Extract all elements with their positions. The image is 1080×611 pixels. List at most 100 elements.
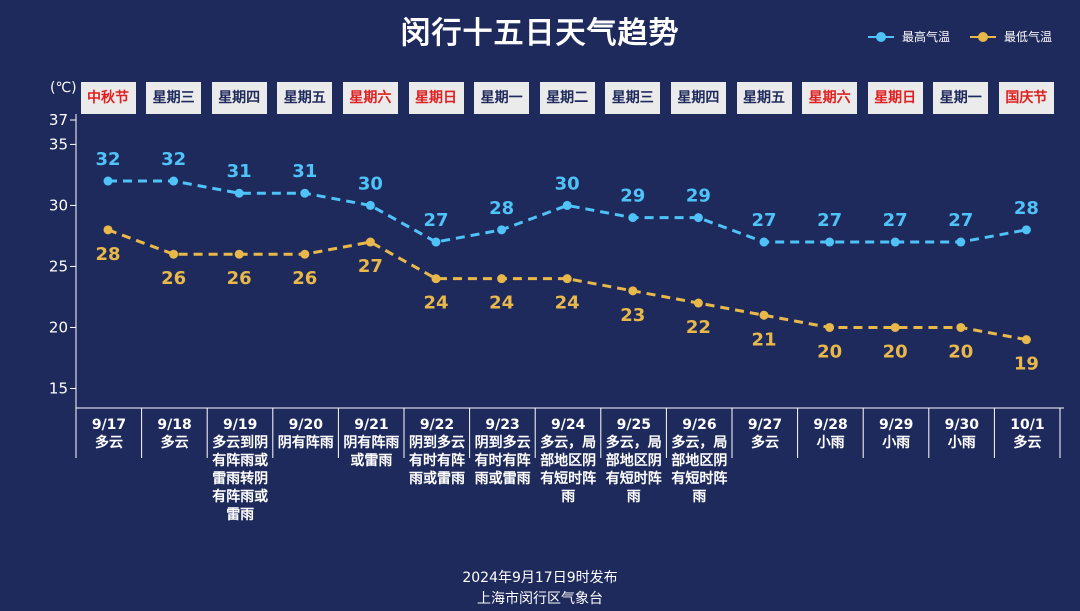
day-label: 星期六 (342, 82, 398, 114)
legend-high: 最高气温 (868, 28, 950, 45)
low-temp-point (103, 225, 113, 235)
low-temp-label: 26 (161, 268, 186, 289)
high-temp-label: 28 (489, 198, 514, 219)
day-label: 星期五 (277, 82, 333, 114)
date-weather-column: 9/26 多云，局部地区阴有短时阵雨 (666, 416, 732, 506)
high-temp-point (628, 213, 638, 223)
date-label: 9/26 (682, 417, 717, 433)
date-label: 9/22 (419, 417, 455, 433)
legend-low: 最低气温 (970, 28, 1052, 45)
high-temp-label: 29 (620, 186, 645, 207)
date-label: 9/24 (551, 417, 586, 433)
weather-label: 阴有阵雨 (277, 435, 334, 451)
y-tick-label: 30 (49, 196, 68, 214)
low-temp-label: 20 (817, 341, 842, 362)
date-label: 9/30 (944, 417, 979, 433)
y-tick-label: 20 (49, 318, 68, 336)
high-temp-point (1021, 225, 1031, 235)
weather-label: 阴到多云有时有阵雨或雷雨 (409, 435, 465, 487)
date-label: 10/1 (1010, 417, 1045, 433)
low-temp-label: 23 (620, 305, 645, 326)
weather-label: 多云 (95, 435, 123, 451)
high-temp-point (956, 237, 966, 247)
date-weather-column: 9/18 多云 (142, 416, 208, 452)
day-label: 星期二 (539, 82, 595, 114)
y-axis-unit: (℃) (50, 80, 77, 96)
date-label: 9/27 (747, 417, 783, 433)
date-weather-column: 9/27 多云 (732, 416, 798, 452)
high-temp-point (103, 176, 113, 186)
weather-label: 阴有阵雨或雷雨 (343, 435, 400, 469)
low-temp-label: 19 (1014, 354, 1039, 375)
low-temp-point (628, 286, 638, 296)
low-temp-label: 20 (883, 341, 908, 362)
legend-high-marker (868, 31, 894, 42)
weather-label: 多云 (751, 435, 779, 451)
low-temp-label: 26 (292, 268, 317, 289)
low-temp-point (759, 310, 769, 320)
date-weather-column: 9/28 小雨 (798, 416, 864, 452)
date-weather-column: 9/22 阴到多云有时有阵雨或雷雨 (404, 416, 470, 488)
date-weather-column: 9/20 阴有阵雨 (273, 416, 339, 452)
low-temp-point (169, 249, 179, 259)
low-temp-point (365, 237, 375, 247)
high-temp-point (169, 176, 179, 186)
publishing-agency: 上海市闵行区气象台 (477, 591, 603, 607)
low-temp-point (1021, 335, 1031, 345)
high-temp-label: 29 (686, 186, 711, 207)
date-weather-column: 9/21 阴有阵雨或雷雨 (338, 416, 404, 470)
day-label: 星期日 (408, 82, 464, 114)
high-temp-label: 31 (292, 161, 317, 182)
high-temp-label: 32 (95, 149, 120, 170)
day-label: 星期六 (802, 82, 858, 114)
day-label: 星期四 (211, 82, 267, 114)
low-temp-point (431, 274, 441, 284)
y-tick-label: 15 (49, 379, 68, 397)
high-temp-point (825, 237, 835, 247)
low-temp-line (107, 228, 1027, 342)
date-label: 9/28 (813, 417, 848, 433)
date-weather-column: 9/23 阴到多云有时有阵雨或雷雨 (470, 416, 536, 488)
high-temp-point (365, 200, 375, 210)
day-label: 星期一 (474, 82, 530, 114)
high-temp-label: 32 (161, 149, 186, 170)
high-temp-label: 27 (817, 210, 842, 231)
legend-high-label: 最高气温 (902, 30, 951, 44)
low-temp-label: 22 (686, 317, 711, 338)
low-temp-point (693, 298, 703, 308)
date-weather-column: 9/19 多云到阴有阵雨或雷雨转阴有阵雨或雷雨 (207, 416, 273, 524)
weather-label: 小雨 (816, 435, 845, 451)
legend-low-label: 最低气温 (1004, 30, 1053, 44)
legend-low-marker (970, 31, 996, 42)
date-weather-column: 9/30 小雨 (929, 416, 995, 452)
high-temp-label: 28 (1014, 198, 1039, 219)
high-temp-label: 27 (751, 210, 776, 231)
high-temp-label: 31 (227, 161, 252, 182)
date-weather-column: 10/1 多云 (994, 416, 1060, 452)
low-temp-point (234, 249, 244, 259)
weather-label: 多云，局部地区阴有短时阵雨 (540, 435, 597, 505)
day-label: 国庆节 (998, 82, 1054, 114)
high-temp-point (759, 237, 769, 247)
date-label: 9/21 (354, 417, 389, 433)
date-label: 9/18 (157, 417, 192, 433)
high-temp-label: 30 (358, 173, 383, 194)
low-temp-point (300, 249, 310, 259)
low-temp-label: 21 (751, 329, 776, 350)
weather-label: 多云，局部地区阴有短时阵雨 (671, 435, 728, 505)
date-label: 9/19 (223, 417, 258, 433)
high-temp-point (431, 237, 441, 247)
high-temp-point (497, 225, 507, 235)
y-tick-label: 37 (49, 111, 68, 129)
high-temp-point (693, 213, 703, 223)
weather-label: 小雨 (882, 435, 911, 451)
low-temp-label: 24 (489, 293, 514, 314)
high-temp-point (234, 188, 244, 198)
date-label: 9/20 (288, 417, 323, 433)
chart-title: 闵行十五日天气趋势 (400, 16, 680, 51)
high-temp-label: 27 (883, 210, 908, 231)
publish-time: 2024年9月17日9时发布 (462, 570, 618, 586)
weather-label: 阴到多云有时有阵雨或雷雨 (474, 435, 531, 487)
low-temp-label: 27 (358, 256, 383, 277)
